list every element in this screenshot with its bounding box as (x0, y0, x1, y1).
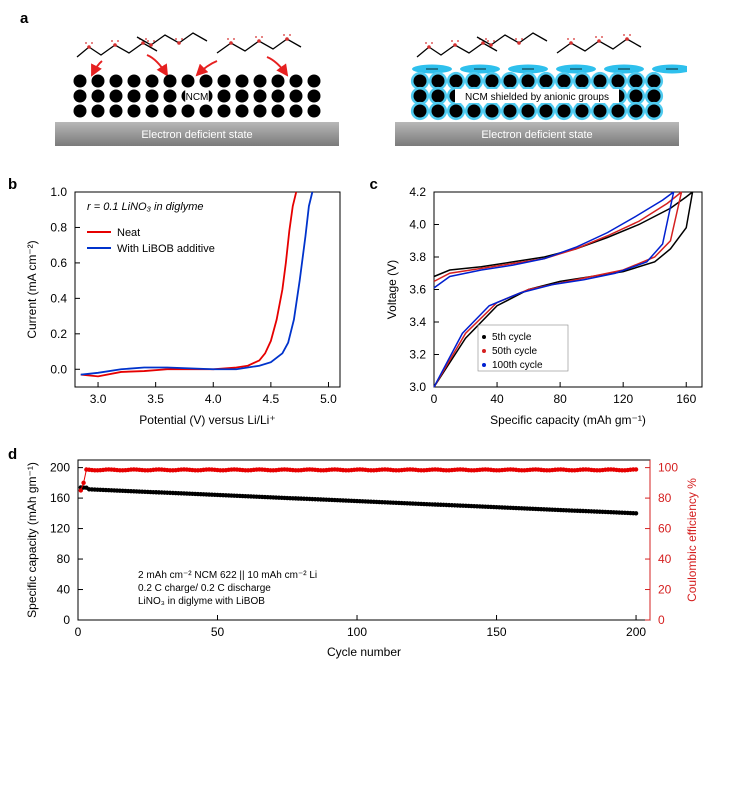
svg-text:Specific capacity (mAh gm⁻¹): Specific capacity (mAh gm⁻¹) (490, 413, 646, 427)
svg-text:100th cycle: 100th cycle (492, 360, 543, 371)
svg-text:4.5: 4.5 (263, 392, 280, 406)
svg-text:80: 80 (57, 552, 71, 566)
panel-bc-row: b 3.03.54.04.55.00.00.20.40.60.81.0Poten… (20, 182, 713, 437)
svg-text:160: 160 (50, 491, 70, 505)
panel-c: c 040801201603.03.23.43.63.84.04.2Specif… (382, 182, 714, 437)
svg-text:Specific capacity (mAh gm⁻¹): Specific capacity (mAh gm⁻¹) (25, 462, 39, 618)
svg-text:With LiBOB additive: With LiBOB additive (117, 243, 215, 255)
panel-d: d 05010015020004080120160200020406080100… (20, 452, 713, 667)
svg-text:160: 160 (676, 392, 696, 406)
svg-text:Electron deficient state: Electron deficient state (141, 129, 252, 141)
svg-text:NCM shielded by anionic groups: NCM shielded by anionic groups (465, 92, 609, 103)
svg-text:NCM: NCM (185, 92, 208, 103)
svg-text:0.2 C charge/ 0.2 C discharge: 0.2 C charge/ 0.2 C discharge (138, 583, 271, 594)
svg-text:4.0: 4.0 (409, 218, 426, 232)
svg-text:0: 0 (75, 625, 82, 639)
svg-text:3.5: 3.5 (147, 392, 164, 406)
svg-text:LiNO₃ in diglyme with LiBOB: LiNO₃ in diglyme with LiBOB (138, 596, 265, 607)
svg-text:0: 0 (63, 613, 70, 627)
svg-text:40: 40 (658, 552, 672, 566)
svg-text:5th cycle: 5th cycle (492, 332, 532, 343)
schematic-right: NCM shielded by anionic groups Electron d… (387, 27, 687, 162)
panel-b-chart: 3.0 3.5 4.0 4.5 5.0 0.0 0.2 0.4 0.6 0.8 1.0 Potenti… (20, 182, 350, 432)
panel-a-label: a (20, 10, 713, 27)
svg-text:120: 120 (50, 522, 70, 536)
svg-text:80: 80 (658, 491, 672, 505)
svg-text:50th cycle: 50th cycle (492, 346, 537, 357)
svg-text:0.4: 0.4 (50, 291, 67, 305)
figure-root: a NCM Electron deficient state NCM shield… (0, 0, 733, 687)
svg-text:Voltage (V): Voltage (V) (385, 260, 399, 319)
svg-text:200: 200 (626, 625, 646, 639)
svg-text:Potential (V) versus Li/Li⁺: Potential (V) versus Li/Li⁺ (139, 413, 275, 427)
svg-text:0: 0 (658, 613, 665, 627)
schematic-left-svg: NCM Electron deficient state (47, 27, 347, 157)
svg-text:20: 20 (658, 583, 672, 597)
svg-text:r = 0.1 LiNO₃ in diglyme: r = 0.1 LiNO₃ in diglyme (87, 201, 204, 213)
svg-text:150: 150 (487, 625, 507, 639)
panel-c-label: c (370, 176, 378, 193)
schematic-right-svg: NCM shielded by anionic groups Electron d… (387, 27, 687, 157)
panel-d-label: d (8, 446, 17, 463)
svg-text:4.2: 4.2 (409, 185, 426, 199)
svg-text:0.8: 0.8 (50, 220, 67, 234)
schematic-left: NCM Electron deficient state (47, 27, 347, 162)
svg-text:1.0: 1.0 (50, 185, 67, 199)
svg-text:3.4: 3.4 (409, 315, 426, 329)
svg-text:0.6: 0.6 (50, 256, 67, 270)
svg-text:3.6: 3.6 (409, 283, 426, 297)
svg-text:5.0: 5.0 (320, 392, 337, 406)
svg-text:0.2: 0.2 (50, 327, 67, 341)
svg-text:40: 40 (57, 583, 71, 597)
svg-text:Current (mA cm⁻²): Current (mA cm⁻²) (25, 240, 39, 338)
panel-a-row: NCM Electron deficient state NCM shielded… (20, 27, 713, 162)
svg-text:100: 100 (658, 461, 678, 475)
svg-text:40: 40 (490, 392, 504, 406)
svg-text:80: 80 (553, 392, 567, 406)
svg-text:50: 50 (211, 625, 225, 639)
panel-b-label: b (8, 176, 17, 193)
svg-text:3.0: 3.0 (409, 380, 426, 394)
svg-text:Coulombic efficiency %: Coulombic efficiency % (685, 478, 699, 602)
svg-text:2 mAh cm⁻² NCM 622 || 10 mAh c: 2 mAh cm⁻² NCM 622 || 10 mAh cm⁻² Li (138, 570, 317, 581)
svg-text:3.2: 3.2 (409, 348, 426, 362)
svg-text:60: 60 (658, 522, 672, 536)
svg-text:Electron deficient state: Electron deficient state (481, 129, 592, 141)
svg-text:200: 200 (50, 461, 70, 475)
svg-text:3.0: 3.0 (90, 392, 107, 406)
svg-text:100: 100 (347, 625, 367, 639)
panel-a: a NCM Electron deficient state NCM shield… (20, 10, 713, 162)
svg-text:120: 120 (613, 392, 633, 406)
svg-text:0: 0 (430, 392, 437, 406)
panel-b: b 3.03.54.04.55.00.00.20.40.60.81.0Poten… (20, 182, 352, 437)
svg-text:Neat: Neat (117, 227, 140, 239)
svg-text:4.0: 4.0 (205, 392, 222, 406)
panel-d-chart: 0 50 100 150 200 0 40 80 120 160 200 0 20 40 60 80 100 Cy… (20, 452, 710, 662)
svg-text:3.8: 3.8 (409, 250, 426, 264)
panel-c-chart: 0 40 80 120 160 3.0 3.2 3.4 3.6 3.8 4.0 4.2 Specific… (382, 182, 712, 432)
svg-text:0.0: 0.0 (50, 362, 67, 376)
svg-text:Cycle number: Cycle number (327, 645, 401, 659)
